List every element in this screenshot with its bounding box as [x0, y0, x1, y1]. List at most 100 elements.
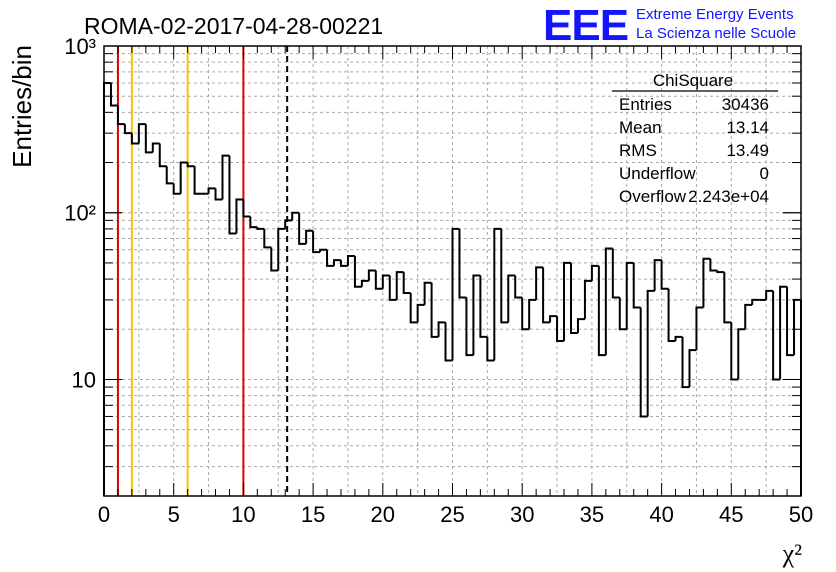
histogram-bin	[744, 303, 753, 330]
stats-label: RMS	[619, 141, 657, 160]
histogram-bin	[772, 290, 781, 381]
histogram-bin	[786, 286, 795, 357]
histogram-bin	[130, 133, 139, 145]
stats-label: Mean	[619, 118, 662, 137]
y-axis-label: Entries/bin	[7, 45, 37, 168]
x-tick-label: 40	[649, 502, 673, 527]
histogram-bin	[521, 297, 530, 331]
stats-box-title: ChiSquare	[653, 71, 733, 90]
eee-logo: EEE Extreme Energy Events La Scienza nel…	[543, 1, 796, 50]
histogram-bin	[116, 105, 125, 126]
stats-label: Underflow	[619, 164, 696, 183]
histogram-bin	[542, 267, 551, 324]
histogram-bin	[604, 247, 613, 356]
histogram-bin	[723, 272, 732, 324]
histogram-bin	[367, 269, 376, 281]
histogram-bin	[695, 306, 704, 351]
histogram-bin	[751, 298, 760, 305]
histogram-bin	[563, 261, 571, 342]
eee-logo-text: EEE	[543, 1, 628, 50]
x-tick-label: 35	[580, 502, 604, 527]
histogram-bin	[437, 321, 446, 337]
y-tick-label: 10	[72, 367, 96, 392]
histogram-bin	[151, 142, 160, 153]
stats-label: Overflow	[619, 187, 687, 206]
histogram-bin	[353, 256, 362, 288]
stats-label: Entries	[619, 95, 672, 114]
histogram-bin	[667, 288, 676, 343]
histogram-bin	[688, 349, 697, 388]
histogram-bin	[493, 227, 502, 361]
stats-value: 30436	[722, 95, 769, 114]
x-tick-label: 15	[301, 502, 325, 527]
histogram-bin	[611, 248, 620, 299]
histogram-bin	[507, 274, 516, 323]
histogram-bin	[298, 212, 307, 245]
histogram-bin	[103, 81, 111, 496]
histogram-bin	[549, 315, 558, 323]
histogram-bin	[395, 271, 404, 300]
histogram-bin	[263, 228, 272, 249]
histogram-bin	[556, 316, 565, 343]
x-tick-label: 10	[231, 502, 255, 527]
histogram-bin	[326, 249, 335, 267]
histogram-bin	[681, 336, 690, 389]
histogram-bin	[312, 230, 321, 254]
histogram-bin	[576, 318, 585, 333]
y-tick-label: 10²	[64, 201, 96, 226]
histogram-bin	[674, 335, 683, 342]
histogram-bin	[646, 289, 655, 417]
histogram-bin	[360, 279, 369, 287]
histogram-bin	[284, 219, 293, 229]
histogram-bin	[144, 124, 153, 154]
histogram-bin	[569, 262, 578, 334]
stats-rows: Entries 30436 Mean 13.14 RMS 13.49 Underflow 0 O…	[619, 95, 769, 206]
histogram-bin	[486, 336, 495, 362]
histogram-bin	[779, 285, 788, 380]
y-tick-label: 10³	[64, 34, 96, 59]
eee-logo-line1: Extreme Energy Events	[636, 6, 794, 23]
histogram-bin	[228, 155, 237, 235]
histogram-bin	[535, 266, 544, 300]
x-tick-label: 5	[168, 502, 180, 527]
histogram-bin	[402, 272, 411, 295]
x-tick-label: 25	[440, 502, 464, 527]
histogram-bin	[514, 275, 523, 299]
histogram-bin	[639, 307, 648, 418]
histogram-bin	[737, 328, 746, 380]
histogram-bin	[381, 274, 390, 289]
histogram-bin	[172, 183, 181, 195]
histogram-bin	[249, 216, 258, 229]
plot-title: ROMA-02-2017-04-28-00221	[84, 13, 383, 39]
histogram-bin	[500, 228, 509, 324]
histogram-bin	[709, 258, 718, 272]
histogram-bin	[716, 270, 725, 274]
histogram-bin	[319, 248, 328, 253]
histogram-bin	[214, 188, 223, 201]
x-tick-label: 50	[789, 502, 813, 527]
histogram-bin	[374, 270, 383, 290]
histogram-bin	[660, 260, 669, 290]
histogram-bin	[528, 298, 537, 330]
histogram-bin	[165, 166, 174, 185]
histogram-bin	[123, 124, 132, 135]
tick-labels: 0 5 10 15 20 25 30 35 40 45 50 10 10² 10³	[64, 34, 813, 527]
histogram-bin	[409, 293, 418, 324]
reference-lines	[116, 46, 289, 496]
histogram-bin	[221, 154, 230, 200]
stats-value: 13.49	[726, 141, 769, 160]
stats-value: 13.14	[726, 118, 769, 137]
histogram-bin	[465, 297, 474, 357]
histogram-bin	[423, 281, 432, 305]
histogram-bin	[625, 261, 634, 330]
histogram-bin	[653, 259, 662, 291]
histogram-bin	[430, 282, 439, 338]
histogram-bin	[137, 123, 146, 144]
histogram-bin	[346, 255, 355, 266]
histogram-bin	[472, 274, 481, 356]
histogram-bin	[793, 298, 801, 356]
stats-value: 2.243e+04	[688, 187, 769, 206]
histogram-bin	[702, 257, 711, 308]
